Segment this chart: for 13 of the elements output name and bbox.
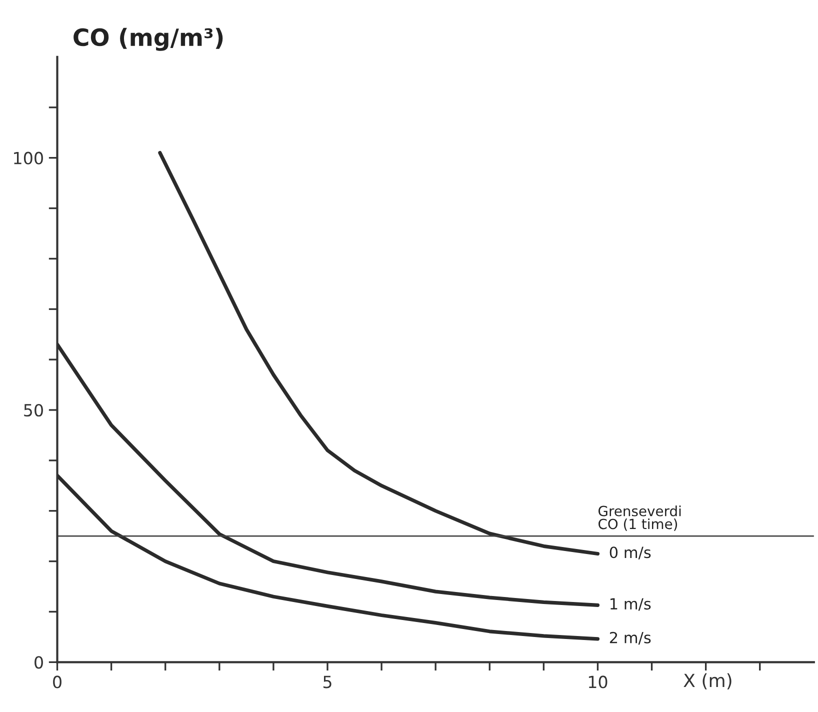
series-label: 0 m/s (610, 546, 651, 560)
series-label: 1 m/s (610, 598, 651, 611)
line-series (158, 150, 600, 556)
series-label: 2 m/s (610, 632, 651, 645)
y-tick-label: 100 (14, 152, 43, 164)
x-tick-label: 10 (588, 676, 608, 688)
y-tick-label: 50 (24, 404, 43, 417)
y-axis-title: CO (mg/m³) (74, 28, 223, 51)
x-tick-label: 0 (53, 676, 62, 688)
x-tick-label: 5 (323, 676, 332, 688)
y-tick-label: 0 (34, 656, 43, 669)
ref-line-label: Grenseverdi CO (1 time) (598, 506, 681, 531)
x-axis-title: X (m) (684, 673, 732, 690)
